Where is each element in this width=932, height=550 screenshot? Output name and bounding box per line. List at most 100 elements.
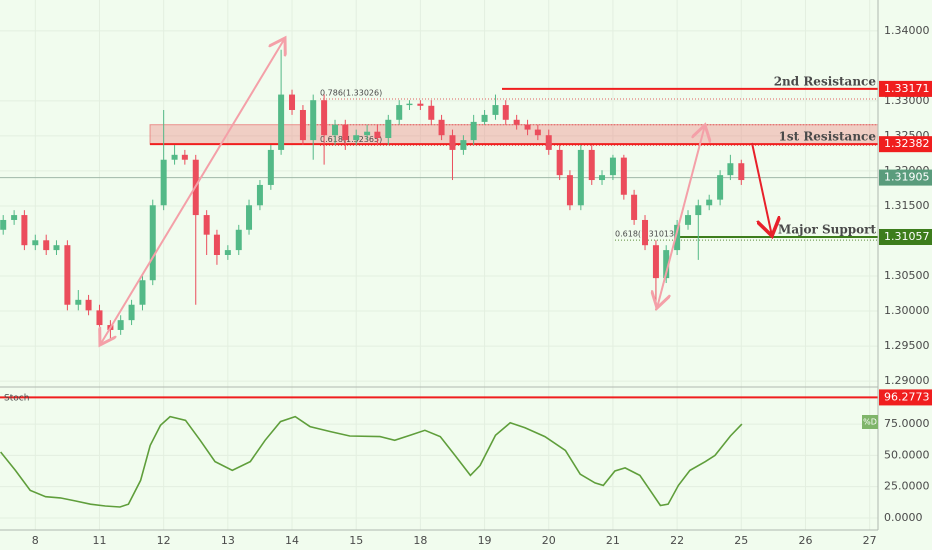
trend-arrow [657,125,705,308]
x-tick-label: 26 [798,534,812,547]
candle-body [385,119,392,139]
x-tick-label: 18 [413,534,427,547]
candle-body [171,154,178,160]
candle-body [492,105,499,115]
y-tick-label: 1.34000 [884,24,930,37]
candle-body [278,94,285,150]
candle-body [588,149,595,181]
candle-body [128,304,135,321]
price-tag [879,80,932,97]
candle-body [353,135,360,141]
candle-body [299,109,306,141]
candle-body [556,149,563,176]
level-name: 1st Resistance [779,130,877,144]
fib-label: 0.618(1.32365) [320,135,382,144]
price-tag [879,169,932,186]
candle-body [695,205,702,216]
candle-body [481,114,488,122]
candle-body [609,157,616,176]
x-tick-label: 15 [349,534,363,547]
price-tag-label: 1.33171 [884,82,930,95]
candle-body [374,131,381,139]
x-tick-label: 8 [32,534,39,547]
price-tag [879,389,932,406]
candle-body [513,119,520,125]
candle-body [181,154,188,160]
candle-body [64,245,71,305]
y2-tick-label: 25.0000 [884,480,930,493]
candle-body [21,215,28,246]
candle-body [449,135,456,150]
price-tag-label: 1.31057 [884,230,930,243]
y2-tick-label: 75.0000 [884,417,930,430]
candle-body [642,219,649,246]
candle-body [203,215,210,235]
x-tick-label: 11 [92,534,106,547]
y2-tick-label: 50.0000 [884,448,930,461]
candle-body [406,103,413,106]
price-tag-label: 1.31905 [884,171,930,184]
y-tick-label: 1.31500 [884,199,930,212]
candle-body [149,205,156,281]
candle-body [256,184,263,206]
candle-body [85,299,92,311]
resistance-zone [149,124,879,145]
candle-body [246,205,253,230]
x-tick-label: 21 [606,534,620,547]
candle-body [32,240,39,246]
x-tick-label: 12 [157,534,171,547]
price-tag [879,136,932,153]
candle-body [310,100,317,141]
axes: 8 11 12 13 14 15 18 19 20 21 22 25 26 27 1.34000 1.3300… [32,24,932,547]
candle-body [738,163,745,181]
candle-body [417,103,424,106]
legend-tag [862,415,878,429]
candle-body [631,194,638,220]
price-tag [879,228,932,245]
x-tick-label: 20 [542,534,556,547]
candle-body [96,310,103,326]
level-name: 2nd Resistance [774,74,877,88]
candle-body [717,175,724,200]
candle-body [545,135,552,150]
candle-body [577,149,584,206]
indicator-line [0,415,743,508]
level-name: Major Support [778,222,876,236]
x-tick-label: 13 [221,534,235,547]
candle-body [289,94,296,110]
candle-body [428,105,435,120]
trend-arrow [100,38,285,345]
candle-body [332,124,339,136]
y-tick-label: 1.30500 [884,269,930,282]
y-tick-label: 1.29000 [884,374,930,387]
candle-body [364,131,371,136]
candle-body [0,219,7,230]
candle-body [43,240,50,251]
fib-label: 0.786(1.33026) [320,89,382,98]
candle-body [267,149,274,185]
candle-body [566,175,573,206]
candle-body [599,175,606,181]
x-tick-label: 25 [734,534,748,547]
forecast-arrow [751,142,772,236]
candle-body [524,124,531,130]
candle-body [685,215,692,225]
candle-body [502,105,509,120]
price-tag-label: 96.2773 [884,390,930,403]
candle-body [727,163,734,176]
x-tick-label: 14 [285,534,299,547]
y-tick-label: 1.29500 [884,339,930,352]
candle-body [396,105,403,120]
x-tick-label: 19 [478,534,492,547]
candle-body [224,250,231,255]
price-tag-label: 1.32382 [884,137,930,150]
candle-body [117,320,124,330]
y2-tick-label: 0.0000 [884,511,923,524]
indicator-name: Stoch [4,394,29,404]
candle-body [321,100,328,136]
x-tick-label: 27 [863,534,877,547]
candle-body [652,245,659,279]
candle-body [160,159,167,206]
y-tick-label: 1.33000 [884,94,930,107]
